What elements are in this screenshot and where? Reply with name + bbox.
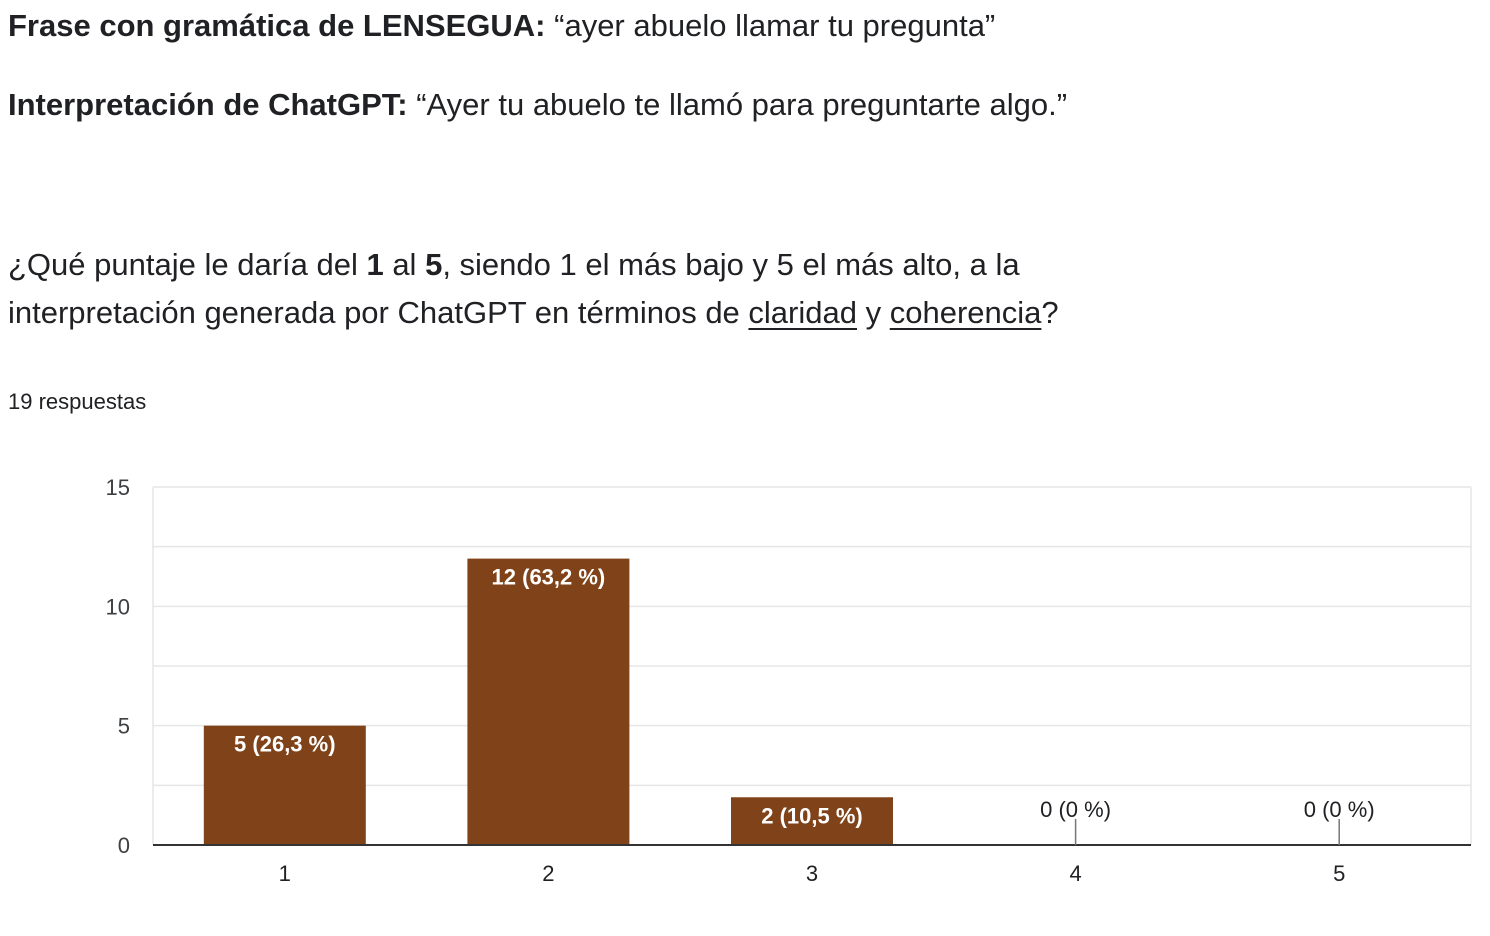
x-axis-tick-labels: 1 2 3 4 5	[279, 861, 1346, 886]
x-tick-label: 2	[542, 861, 554, 886]
interpretation-label: Interpretación de ChatGPT:	[8, 87, 408, 122]
question-text-part: ?	[1041, 295, 1059, 330]
question-text-part: ¿Qué puntaje le daría del	[8, 247, 367, 282]
y-tick-label: 5	[118, 714, 130, 739]
question-text-part: interpretación generada por ChatGPT en t…	[8, 295, 749, 330]
phrase-line: Frase con gramática de LENSEGUA: “ayer a…	[8, 2, 995, 50]
question-text-part: al	[383, 247, 426, 282]
bar-value-labels: 5 (26,3 %) 12 (63,2 %) 2 (10,5 %) 0 (0 %) 0 …	[234, 565, 1375, 845]
question-text-part: y	[856, 295, 890, 330]
x-tick-label: 5	[1333, 861, 1345, 886]
question-title-line-1: ¿Qué puntaje le daría del 1 al 5, siendo…	[8, 241, 1020, 289]
interpretation-line: Interpretación de ChatGPT: “Ayer tu abue…	[8, 81, 1067, 129]
x-tick-label: 3	[806, 861, 818, 886]
bar-value-label: 2 (10,5 %)	[761, 803, 863, 828]
x-tick-label: 4	[1069, 861, 1081, 886]
question-title-line-2: interpretación generada por ChatGPT en t…	[8, 289, 1059, 337]
bar	[467, 558, 630, 845]
bar-value-label: 0 (0 %)	[1040, 797, 1111, 822]
y-tick-label: 15	[106, 475, 130, 500]
bar-value-label: 5 (26,3 %)	[234, 732, 336, 757]
y-tick-label: 0	[118, 833, 130, 858]
question-keyword-claridad: claridad	[748, 295, 857, 330]
bar	[731, 797, 893, 845]
question-text-part: , siendo 1 el más bajo y 5 el más alto, …	[442, 247, 1020, 282]
bars	[203, 558, 893, 845]
question-keyword-coherencia: coherencia	[889, 295, 1042, 330]
interpretation-value: “Ayer tu abuelo te llamó para preguntart…	[416, 87, 1068, 122]
question-max-score: 5	[425, 247, 443, 282]
bar-value-label: 0 (0 %)	[1304, 797, 1375, 822]
y-axis-tick-labels: 0 5 10 15	[106, 475, 130, 858]
phrase-value: “ayer abuelo llamar tu pregunta”	[554, 8, 996, 43]
bar-chart: 0 5 10 15 1 2 3 4 5 5 (26,3 %) 12 (63,2 %) 2 (10,…	[106, 475, 1472, 886]
bar-value-label: 12 (63,2 %)	[492, 565, 606, 590]
y-tick-label: 10	[106, 594, 130, 619]
phrase-label: Frase con gramática de LENSEGUA:	[8, 8, 546, 43]
question-min-score: 1	[366, 247, 384, 282]
x-tick-label: 1	[279, 861, 291, 886]
response-count: 19 respuestas	[8, 389, 147, 414]
grid-lines	[152, 486, 1472, 845]
bar	[203, 725, 366, 845]
